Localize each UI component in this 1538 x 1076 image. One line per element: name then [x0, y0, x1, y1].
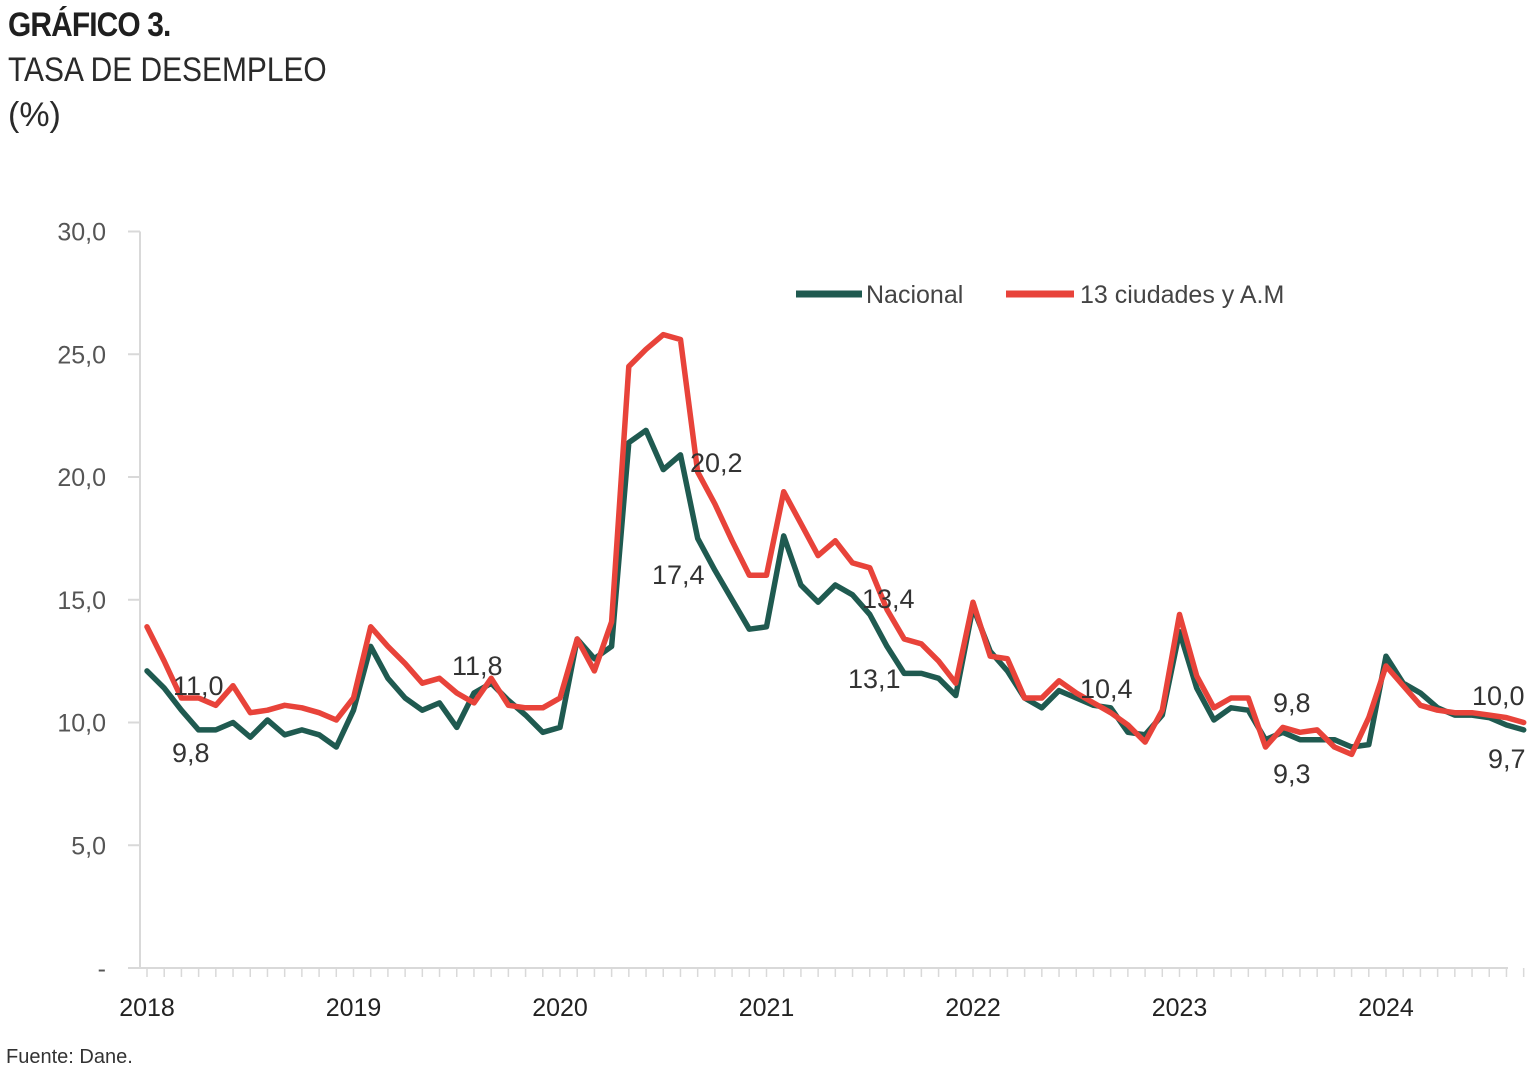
x-tick-label-2020: 2020 — [532, 994, 588, 1022]
y-tick-label: 20,0 — [57, 464, 106, 492]
x-tick-label-2019: 2019 — [326, 994, 382, 1022]
series-line-13-ciudades — [144, 331, 1527, 758]
x-tick-label-2018: 2018 — [119, 994, 175, 1022]
series-line-nacional — [144, 427, 1527, 750]
data-label: 11,0 — [173, 671, 224, 701]
y-tick-label: 5,0 — [71, 832, 106, 860]
data-label: 13,4 — [862, 584, 915, 614]
legend-label-nacional: Nacional — [866, 281, 963, 309]
source-note: Fuente: Dane. — [6, 1046, 133, 1068]
chart-heading: GRÁFICO 3. — [8, 6, 171, 44]
y-tick-label: 30,0 — [57, 219, 106, 247]
data-label: 13,1 — [848, 664, 901, 694]
chart-subtitle: TASA DE DESEMPLEO — [8, 51, 327, 89]
y-tick-label: - — [98, 955, 106, 983]
data-label: 10,0 — [1472, 681, 1525, 711]
chart-unit: (%) — [8, 96, 61, 134]
data-label: 17,4 — [652, 560, 705, 590]
data-label: 9,8 — [1273, 688, 1311, 718]
data-label: 9,8 — [172, 738, 210, 768]
y-tick-label: 25,0 — [57, 341, 106, 369]
title-block: GRÁFICO 3. TASA DE DESEMPLEO (%) — [8, 6, 370, 135]
legend-label-13-ciudades: 13 ciudades y A.M — [1080, 281, 1284, 309]
data-label: 20,2 — [690, 448, 743, 478]
y-tick-label: 10,0 — [57, 710, 106, 738]
unemployment-line-chart: - 5,0 10,0 15,0 20,0 25,0 30,0 2018 2019 2020 2021… — [57, 219, 1527, 1022]
y-tick-label: 15,0 — [57, 587, 106, 615]
x-tick-label-2023: 2023 — [1152, 994, 1208, 1022]
data-label: 9,3 — [1273, 759, 1311, 789]
x-tick-label-2021: 2021 — [739, 994, 795, 1022]
x-tick-label-2022: 2022 — [945, 994, 1001, 1022]
x-tick-label-2024: 2024 — [1358, 994, 1414, 1022]
data-label: 9,7 — [1488, 744, 1526, 774]
data-label: 10,4 — [1080, 674, 1133, 704]
data-label: 11,8 — [452, 651, 503, 681]
